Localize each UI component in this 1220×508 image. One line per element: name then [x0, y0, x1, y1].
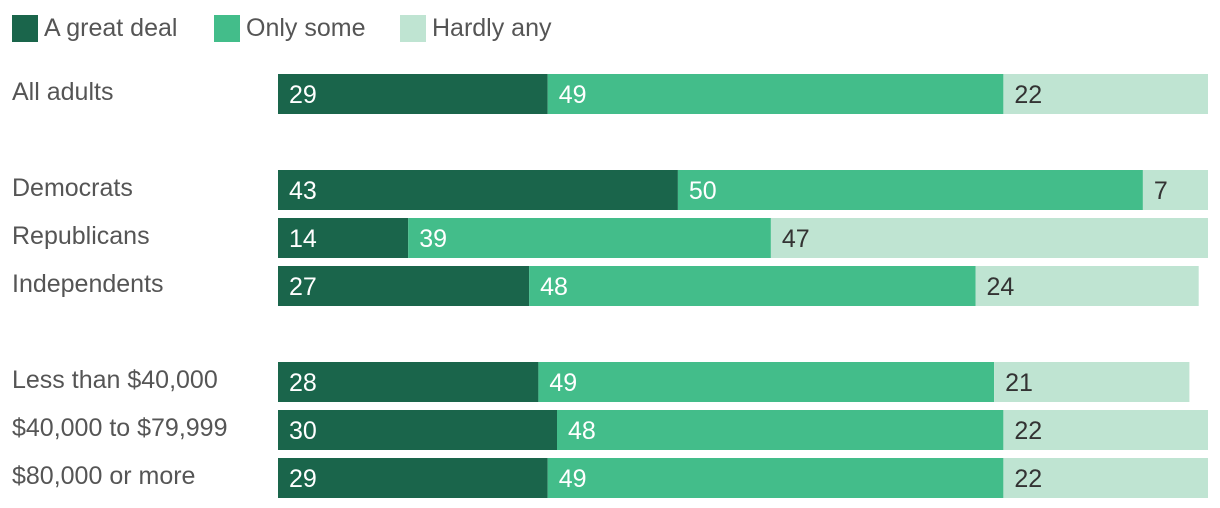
data-label-a-great-deal: 28 — [289, 369, 317, 397]
data-label-only-some: 50 — [689, 177, 717, 205]
legend-item-only-some: Only some — [214, 14, 365, 42]
legend-swatch — [12, 15, 38, 42]
bar-segment-hardly-any — [1003, 74, 1208, 114]
data-label-only-some: 48 — [540, 273, 568, 301]
category-label-republicans: Republicans — [12, 222, 150, 250]
bar-row-less-than-40-000: 28 49 21 — [278, 362, 1190, 402]
bar-row-independents: 27 48 24 — [278, 266, 1199, 306]
category-label-all-adults: All adults — [12, 78, 113, 106]
category-label-democrats: Democrats — [12, 174, 133, 202]
legend-swatch — [400, 15, 426, 42]
data-label-hardly-any: 7 — [1154, 177, 1168, 205]
data-label-only-some: 49 — [549, 369, 577, 397]
data-label-a-great-deal: 14 — [289, 225, 317, 253]
legend-item-hardly-any: Hardly any — [400, 14, 552, 42]
bar-segment-hardly-any — [975, 266, 1199, 306]
legend-label: Only some — [246, 14, 365, 42]
bar-segment-hardly-any — [994, 362, 1190, 402]
category-label-independents: Independents — [12, 270, 164, 298]
data-label-only-some: 49 — [559, 465, 587, 493]
data-label-a-great-deal: 43 — [289, 177, 317, 205]
data-label-hardly-any: 22 — [1014, 465, 1042, 493]
bar-segment-a-great-deal — [278, 410, 557, 450]
data-label-hardly-any: 22 — [1014, 81, 1042, 109]
data-label-a-great-deal: 27 — [289, 273, 317, 301]
legend: A great deal Only some Hardly any — [12, 14, 552, 42]
bar-segment-hardly-any — [1003, 410, 1208, 450]
bar-segment-only-some — [529, 266, 976, 306]
bar-segment-a-great-deal — [278, 362, 539, 402]
legend-item-a-great-deal: A great deal — [12, 14, 177, 42]
bar-row-all-adults: 29 49 22 — [278, 74, 1208, 114]
data-label-hardly-any: 47 — [782, 225, 810, 253]
data-label-a-great-deal: 29 — [289, 465, 317, 493]
bar-segment-a-great-deal — [278, 170, 678, 210]
data-label-only-some: 48 — [568, 417, 596, 445]
data-label-hardly-any: 22 — [1014, 417, 1042, 445]
legend-swatch — [214, 15, 240, 42]
bar-segment-a-great-deal — [278, 458, 548, 498]
data-label-hardly-any: 21 — [1005, 369, 1033, 397]
data-label-only-some: 39 — [419, 225, 447, 253]
bar-row-80-000-or-more: 29 49 22 — [278, 458, 1208, 498]
bar-row-republicans: 14 39 47 — [278, 218, 1208, 258]
bar-segment-a-great-deal — [278, 74, 548, 114]
data-label-hardly-any: 24 — [987, 273, 1015, 301]
bar-segment-a-great-deal — [278, 218, 409, 258]
bar-segment-only-some — [547, 74, 1004, 114]
bar-segment-only-some — [408, 218, 771, 258]
bar-segment-hardly-any — [1142, 170, 1208, 210]
category-labels: All adults Democrats Republicans Independen… — [12, 78, 227, 490]
legend-label: Hardly any — [432, 14, 552, 42]
bar-segment-hardly-any — [770, 218, 1208, 258]
bar-segment-hardly-any — [1003, 458, 1208, 498]
bar-segment-only-some — [538, 362, 995, 402]
category-label-40-000-to-79-999: $40,000 to $79,999 — [12, 414, 227, 442]
data-label-a-great-deal: 29 — [289, 81, 317, 109]
bar-row-democrats: 43 50 7 — [278, 170, 1208, 210]
legend-label: A great deal — [44, 14, 177, 42]
category-label-less-than-40-000: Less than $40,000 — [12, 366, 218, 394]
bar-row-40-000-to-79-999: 30 48 22 — [278, 410, 1208, 450]
bar-segment-a-great-deal — [278, 266, 530, 306]
bar-segment-only-some — [677, 170, 1143, 210]
data-label-a-great-deal: 30 — [289, 417, 317, 445]
category-label-80-000-or-more: $80,000 or more — [12, 462, 195, 490]
data-label-only-some: 49 — [559, 81, 587, 109]
bar-segment-only-some — [547, 458, 1004, 498]
bar-segment-only-some — [557, 410, 1004, 450]
